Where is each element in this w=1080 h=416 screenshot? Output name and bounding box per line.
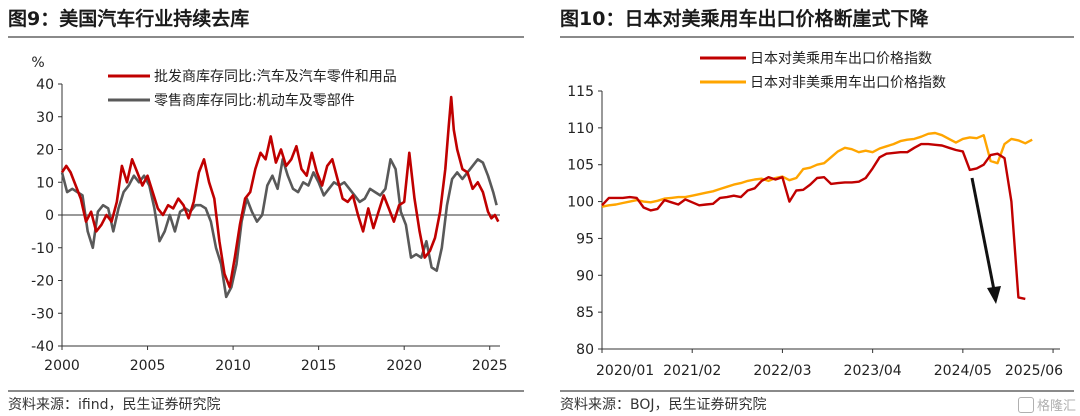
watermark-logo: 格隆汇 [1017, 395, 1076, 414]
legend-label: 日本对非美乘用车出口价格指数 [750, 74, 946, 91]
x-tick-label: 2025/06 [1005, 363, 1063, 379]
x-tick-label: 2010 [215, 358, 251, 374]
legend-label: 日本对美乘用车出口价格指数 [750, 50, 932, 67]
chart-source: 资料来源：BOJ，民生证券研究院 [560, 397, 767, 413]
y-tick-label: -10 [31, 241, 54, 257]
chart-svg-right: 80 85 90 95 100 105 110 115 2020/01 2021/02 2022/0… [567, 50, 1063, 379]
annotation-arrowhead [987, 286, 1001, 304]
x-tick-label: 2005 [130, 358, 166, 374]
y-tick-label: 30 [36, 110, 54, 126]
y-tick-label: 115 [567, 84, 594, 100]
x-tick-label: 2024/05 [934, 363, 992, 379]
y-tick-label: 10 [36, 175, 54, 191]
watermark-text: 格隆汇 [1036, 399, 1076, 414]
x-tick-label: 2020 [386, 358, 422, 374]
series-line [601, 131, 1033, 208]
x-tick-label: 2021/02 [663, 363, 721, 379]
y-tick-label: 110 [567, 121, 594, 137]
x-tick-label: 2022/03 [753, 363, 811, 379]
chart-title: 图10：日本对美乘用车出口价格断崖式下降 [560, 8, 929, 30]
y-tick-label: 40 [36, 77, 54, 93]
series-line [60, 95, 500, 289]
y-tick-label: 0 [45, 208, 54, 224]
chart-title: 图9：美国汽车行业持续去库 [8, 8, 250, 30]
chart-svg-left: % -40 -30 -20 -10 0 10 20 30 40 2000 2005 2010 2015 20… [31, 55, 508, 374]
y-tick-label: -40 [31, 339, 54, 355]
y-tick-label: 85 [576, 305, 594, 321]
legend-label: 批发商库存同比:汽车及汽车零件和用品 [154, 68, 397, 85]
annotation-arrow [970, 177, 996, 291]
y-tick-label: 20 [36, 143, 54, 159]
y-tick-label: -20 [31, 274, 54, 290]
series-line [60, 158, 498, 299]
chart-panel-left: 图9：美国汽车行业持续去库 % -40 -30 -20 -10 0 10 20 30 40 2000… [0, 0, 530, 416]
title-rule [8, 36, 524, 38]
x-tick-label: 2025 [472, 358, 508, 374]
y-tick-label: 95 [576, 231, 594, 247]
y-tick-label: -30 [31, 306, 54, 322]
x-tick-label: 2023/04 [844, 363, 902, 379]
legend-label: 零售商库存同比:机动车及零部件 [154, 92, 355, 109]
y-tick-label: 100 [567, 195, 594, 211]
x-tick-label: 2020/01 [596, 363, 654, 379]
watermark-icon [1017, 397, 1034, 413]
y-tick-label: 105 [567, 158, 594, 174]
series-line [601, 142, 1026, 301]
y-tick-label: 80 [576, 342, 594, 358]
y-tick-label: 90 [576, 268, 594, 284]
source-rule [560, 390, 1074, 392]
chart-panel-right: 图10：日本对美乘用车出口价格断崖式下降 80 85 90 95 100 105 110 11… [552, 0, 1080, 416]
y-unit-label: % [31, 55, 44, 71]
x-tick-label: 2000 [44, 358, 80, 374]
chart-source: 资料来源：ifind，民生证券研究院 [8, 397, 221, 413]
source-rule [8, 390, 524, 392]
title-rule [560, 36, 1074, 38]
x-tick-label: 2015 [301, 358, 337, 374]
